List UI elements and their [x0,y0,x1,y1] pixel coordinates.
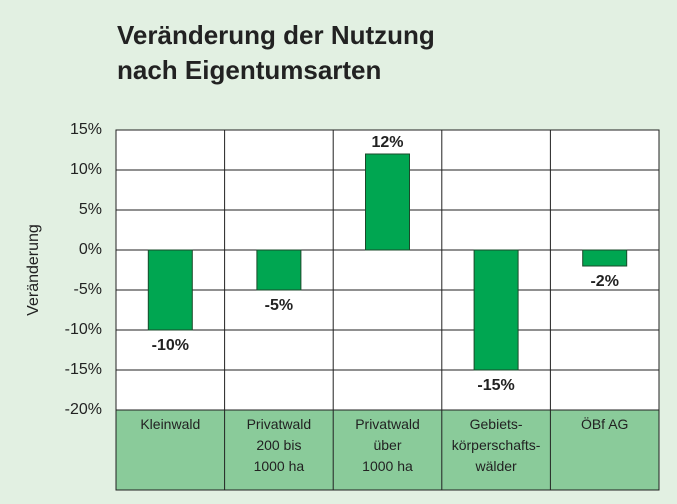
y-tick-label: -5% [74,281,102,298]
bar [365,153,410,251]
data-label: -5% [265,297,293,314]
y-tick-label: 5% [79,201,102,218]
y-tick-label: 15% [70,121,102,138]
data-label: -10% [152,337,189,354]
x-tick-label: Gebiets- körperschafts- wälder [451,416,541,474]
y-tick-label: -10% [65,321,102,338]
y-axis-label: Veränderung [25,224,42,316]
x-tick-label: ÖBf AG [580,416,629,432]
data-label: -2% [590,273,618,290]
chart-title: Veränderung der Nutzung nach Eigentumsar… [117,20,435,85]
x-tick-label: Privatwald 200 bis 1000 ha [246,416,312,474]
bar [473,249,519,371]
data-label: -15% [477,377,514,394]
x-tick-label: Privatwald über 1000 ha [355,416,420,474]
frame [115,129,660,491]
y-tick-label: 0% [79,241,102,258]
y-tick-label: 10% [70,161,102,178]
y-tick-label: -15% [65,361,102,378]
y-tick-label: -20% [65,401,102,418]
bar [582,249,628,267]
bar [147,249,193,331]
x-tick-label: Kleinwald [140,416,201,432]
data-label: 12% [371,134,403,151]
bar [256,249,302,291]
category-band [116,410,659,490]
